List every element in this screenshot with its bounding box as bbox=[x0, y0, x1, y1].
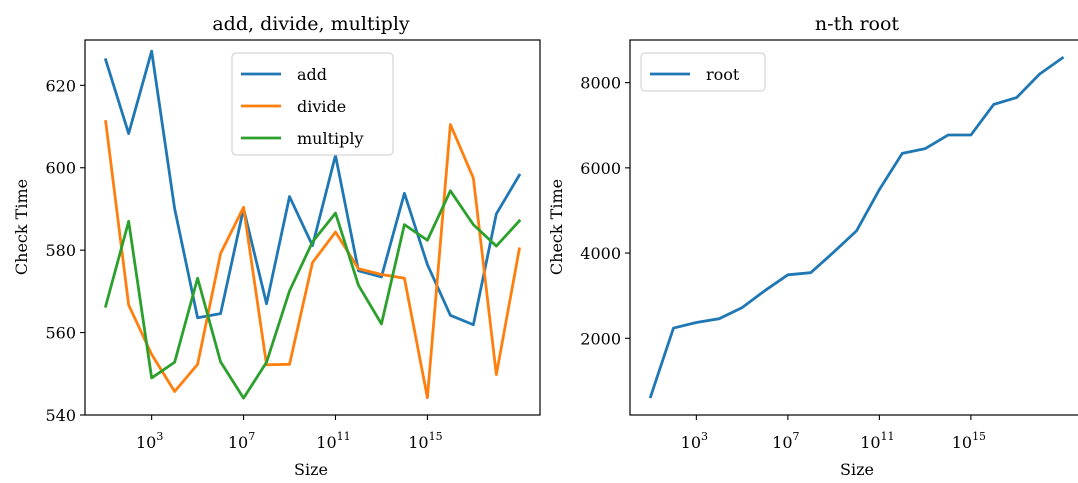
x-axis-label: Size bbox=[294, 460, 328, 479]
y-tick-label: 540 bbox=[45, 406, 76, 425]
x-tick-label: 1015 bbox=[408, 430, 442, 452]
series-line-add bbox=[103, 49, 522, 327]
series-line-multiply bbox=[103, 189, 522, 400]
chart-add-divide-multiply: add, divide, multiply Size Check Time 54… bbox=[12, 13, 541, 479]
y-tick-label: 580 bbox=[45, 241, 76, 260]
legend-label-multiply: multiply bbox=[297, 129, 364, 148]
y-tick-label: 4000 bbox=[580, 244, 621, 263]
x-tick-label: 103 bbox=[136, 430, 163, 452]
legend: add divide multiply bbox=[231, 52, 394, 156]
x-tick-label: 103 bbox=[681, 430, 708, 452]
x-tick-label: 1015 bbox=[952, 430, 986, 452]
x-tick-label: 107 bbox=[228, 430, 255, 452]
legend-label-add: add bbox=[297, 65, 327, 84]
x-tick-label: 1011 bbox=[860, 430, 894, 452]
y-tick-label: 6000 bbox=[580, 159, 621, 178]
series-line-root bbox=[648, 55, 1065, 399]
y-tick-label: 600 bbox=[45, 159, 76, 178]
y-tick-label: 2000 bbox=[580, 329, 621, 348]
legend-box bbox=[640, 52, 766, 92]
series-line-divide bbox=[104, 120, 521, 400]
y-tick-label: 560 bbox=[45, 324, 76, 343]
chart-title: n-th root bbox=[815, 13, 900, 35]
chart-nth-root: n-th root Size Check Time 2000 4000 6000 80… bbox=[547, 13, 1078, 479]
legend-box bbox=[231, 52, 394, 156]
legend-label-root: root bbox=[706, 65, 740, 84]
y-axis-label: Check Time bbox=[547, 179, 566, 275]
x-tick-label: 1011 bbox=[316, 430, 350, 452]
chart-title: add, divide, multiply bbox=[212, 13, 410, 35]
legend-label-divide: divide bbox=[297, 97, 346, 116]
x-tick-label: 107 bbox=[772, 430, 799, 452]
plot-frame bbox=[629, 39, 1078, 416]
plot-frame bbox=[84, 39, 541, 416]
x-axis-label: Size bbox=[840, 460, 874, 479]
y-tick-label: 620 bbox=[45, 76, 76, 95]
y-axis-label: Check Time bbox=[12, 179, 31, 275]
legend: root bbox=[640, 52, 766, 92]
y-tick-label: 8000 bbox=[580, 74, 621, 93]
